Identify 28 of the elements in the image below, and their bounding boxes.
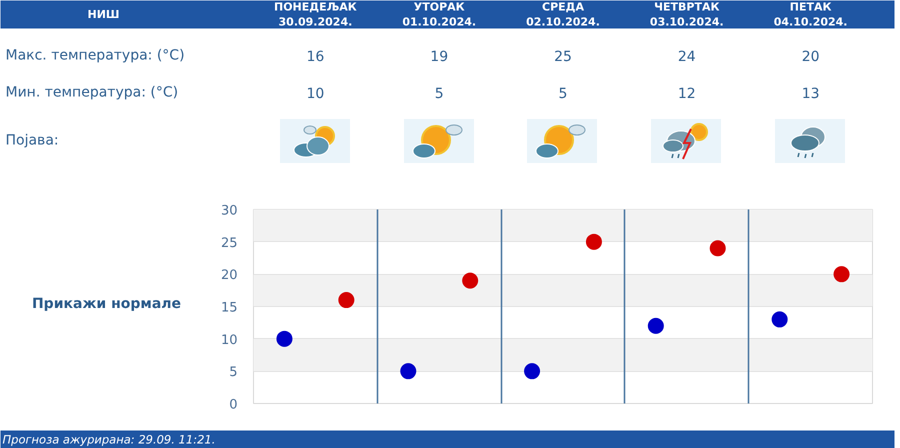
y-tick-label: 10 (220, 332, 238, 348)
data-label: 20 (802, 49, 820, 65)
data-label: 5 (558, 86, 568, 102)
text: ЧЕТВРТАК 03.10.2024. (650, 0, 724, 28)
text: ПОНЕДЕЉАК 30.09.2024. (274, 0, 357, 28)
y-tick-label: 15 (220, 300, 238, 316)
y-tick-label: 20 (220, 268, 238, 284)
y-tick-label: 25 (220, 236, 238, 251)
text: УТОРАК 01.10.2024. (402, 0, 476, 28)
text: ПЕТАК 04.10.2024. (774, 0, 848, 28)
text: СРЕДА 02.10.2024. (526, 0, 600, 28)
data-label: 5 (434, 86, 444, 102)
data-label: 25 (554, 49, 572, 65)
data-label: 19 (430, 49, 448, 65)
text: Појава: (6, 132, 59, 148)
y-tick-label: 30 (220, 204, 238, 218)
text: НИШ (88, 8, 120, 21)
text: Прикажи нормале (32, 296, 182, 312)
data-label: 10 (306, 86, 324, 102)
y-tick-label: 5 (229, 365, 238, 380)
data-label: 13 (802, 86, 820, 102)
text: Макс. температура: (°C) (6, 48, 185, 64)
data-label: 12 (678, 86, 696, 102)
text: Мин. температура: (°C) (6, 84, 178, 100)
text: Прогноза ажурирана: 29.09. 11:21. (2, 432, 216, 446)
data-label: 24 (678, 49, 696, 65)
data-label: 16 (306, 49, 324, 65)
y-tick-label: 0 (229, 398, 238, 412)
